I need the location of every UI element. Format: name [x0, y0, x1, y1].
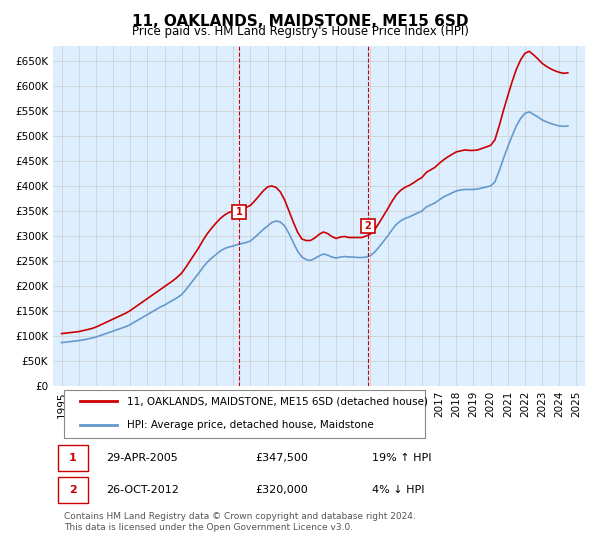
Text: £320,000: £320,000 — [255, 486, 308, 495]
Text: 19% ↑ HPI: 19% ↑ HPI — [372, 454, 431, 463]
Text: 26-OCT-2012: 26-OCT-2012 — [106, 486, 179, 495]
Text: 1: 1 — [69, 454, 77, 463]
Text: 4% ↓ HPI: 4% ↓ HPI — [372, 486, 425, 495]
Text: 1: 1 — [235, 207, 242, 217]
Text: 11, OAKLANDS, MAIDSTONE, ME15 6SD: 11, OAKLANDS, MAIDSTONE, ME15 6SD — [132, 14, 468, 29]
Text: £347,500: £347,500 — [255, 454, 308, 463]
Text: HPI: Average price, detached house, Maidstone: HPI: Average price, detached house, Maid… — [127, 421, 374, 431]
FancyBboxPatch shape — [58, 477, 88, 503]
Text: Price paid vs. HM Land Registry's House Price Index (HPI): Price paid vs. HM Land Registry's House … — [131, 25, 469, 38]
Text: 2: 2 — [69, 486, 77, 495]
Text: 29-APR-2005: 29-APR-2005 — [106, 454, 178, 463]
FancyBboxPatch shape — [58, 445, 88, 472]
Text: 2: 2 — [364, 221, 371, 231]
Text: Contains HM Land Registry data © Crown copyright and database right 2024.
This d: Contains HM Land Registry data © Crown c… — [64, 512, 415, 532]
Text: 11, OAKLANDS, MAIDSTONE, ME15 6SD (detached house): 11, OAKLANDS, MAIDSTONE, ME15 6SD (detac… — [127, 396, 428, 407]
FancyBboxPatch shape — [64, 390, 425, 438]
